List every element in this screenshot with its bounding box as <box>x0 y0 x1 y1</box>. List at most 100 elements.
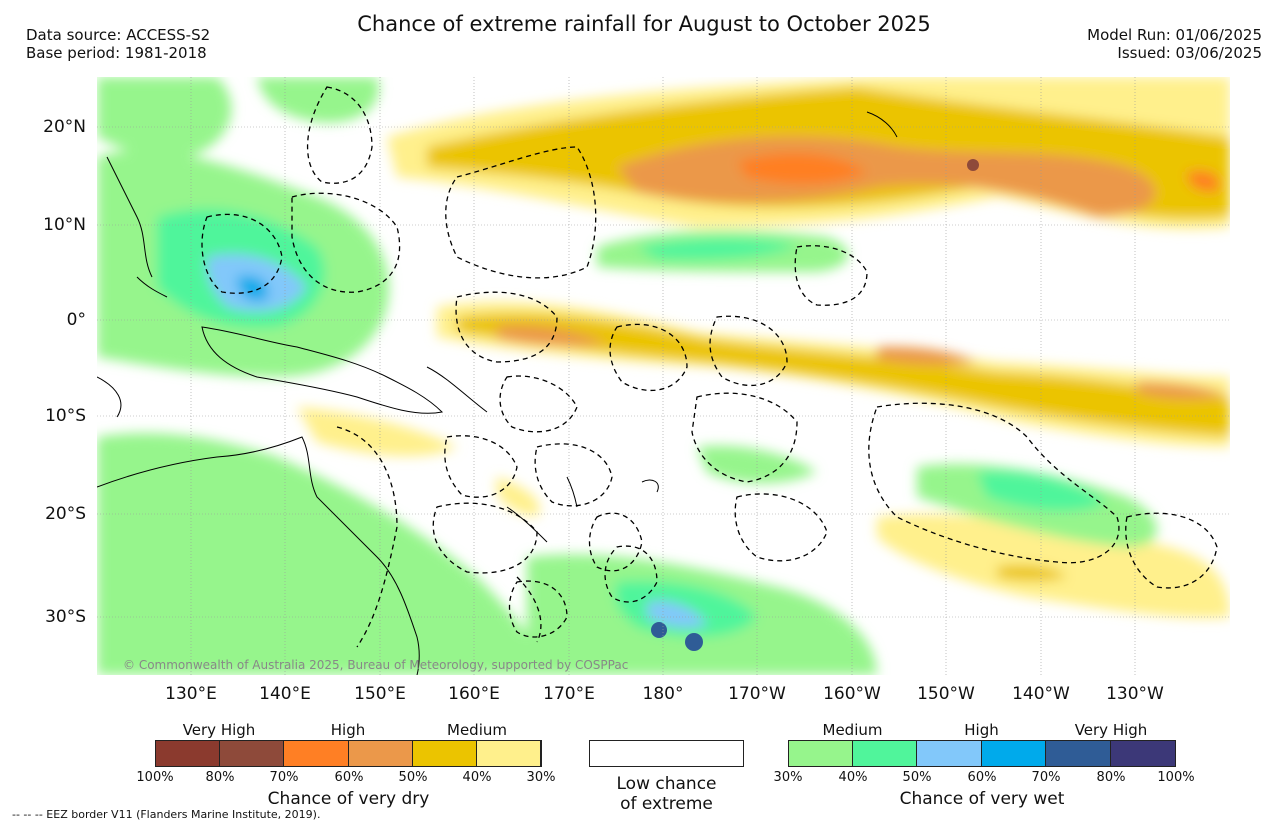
eez-tuvalu <box>499 375 578 433</box>
map-canvas <box>97 77 1230 675</box>
wet-tick-50: 50% <box>902 770 932 785</box>
eez-fiji <box>534 443 613 507</box>
dry-swatch-40-30 <box>477 740 541 767</box>
lon-label-150w: 150°W <box>917 684 975 704</box>
lon-label-130w: 130°W <box>1106 684 1164 704</box>
wet-tick-80: 80% <box>1096 770 1126 785</box>
wet-category-high: High <box>964 721 999 739</box>
lat-label-30s: 30°S <box>45 607 86 627</box>
wet-spot-veryhigh-2 <box>685 633 703 651</box>
dry-region-south-central <box>297 407 540 517</box>
lat-label-20s: 20°S <box>45 504 86 524</box>
eez-kiribati-phoenix <box>609 323 688 392</box>
wet-category-very-high: Very High <box>1074 721 1148 739</box>
lon-label-170e: 170°E <box>543 684 595 704</box>
wet-swatch-70-80 <box>1046 740 1111 767</box>
eez-french-polynesia <box>868 402 1120 564</box>
eez-norfolk <box>508 580 568 638</box>
wet-tick-70: 70% <box>1031 770 1061 785</box>
dry-tick-60: 60% <box>334 770 364 785</box>
lon-label-180: 180° <box>642 684 684 704</box>
wet-region-south-pacific-high <box>647 600 707 629</box>
dry-tick-30: 30% <box>526 770 556 785</box>
model-run-text: Model Run: 01/06/2025 <box>1087 26 1262 44</box>
dry-category-very-high: Very High <box>182 721 256 739</box>
lon-label-160w: 160°W <box>823 684 881 704</box>
dry-region-equatorial-high <box>497 325 1227 399</box>
dry-tick-50: 50% <box>398 770 428 785</box>
coast-vanuatu <box>566 476 578 508</box>
eez-aus-coral-sea <box>516 576 542 643</box>
wet-scale-caption: Chance of very wet <box>899 789 1065 809</box>
wet-tick-40: 40% <box>838 770 868 785</box>
low-chance-caption: Low chance of extreme <box>589 774 744 814</box>
coastlines <box>97 111 898 675</box>
eez-samoa-cook <box>691 392 798 483</box>
rainfall-map <box>97 77 1230 675</box>
lat-label-20n: 20°N <box>43 117 86 137</box>
coast-new-guinea <box>201 326 444 414</box>
lat-label-10n: 10°N <box>43 215 86 235</box>
low-chance-swatch <box>589 740 744 767</box>
eez-borders <box>201 86 1218 648</box>
eez-palau-fsm <box>291 192 401 293</box>
base-period-text: Base period: 1981-2018 <box>26 44 207 62</box>
wet-scale-frame <box>788 740 1176 767</box>
coast-borneo <box>97 376 122 418</box>
lon-label-160e: 160°E <box>448 684 500 704</box>
coast-fiji <box>641 479 659 493</box>
wet-region-north-west <box>97 77 379 158</box>
coast-hawaii <box>866 111 898 138</box>
eez-border-note: -- -- -- EEZ border V11 (Flanders Marine… <box>12 808 321 821</box>
run-info: Model Run: 01/06/2025 Issued: 03/06/2025 <box>1087 26 1262 62</box>
dry-tick-80: 80% <box>205 770 235 785</box>
wet-swatch-30-40 <box>788 740 853 767</box>
eez-micronesia-west <box>201 213 283 294</box>
dry-scale-caption: Chance of very dry <box>267 789 430 809</box>
dry-swatch-100-80 <box>155 740 220 767</box>
data-source-text: Data source: ACCESS-S2 <box>26 26 211 44</box>
wet-region-australia-core <box>177 494 335 637</box>
coast-solomons <box>426 366 488 413</box>
lon-label-130e: 130°E <box>165 684 217 704</box>
eez-vanuatu <box>444 435 518 498</box>
wet-tick-100: 100% <box>1157 770 1195 785</box>
copyright-text: © Commonwealth of Australia 2025, Bureau… <box>123 658 629 672</box>
dry-swatch-80-70 <box>220 740 284 767</box>
dry-swatch-50-40 <box>413 740 477 767</box>
eez-kiribati-line <box>709 315 788 387</box>
dry-region-north-veryhigh <box>737 153 1220 192</box>
eez-kermadec <box>604 545 658 603</box>
dry-region-north-high <box>617 136 1156 217</box>
lon-label-170w: 170°W <box>728 684 786 704</box>
dry-spot-veryhigh <box>967 159 979 171</box>
eez-australia-east <box>336 426 398 648</box>
coast-australia-north <box>97 436 420 675</box>
lon-label-150e: 150°E <box>354 684 406 704</box>
issued-text: Issued: 03/06/2025 <box>1117 44 1262 62</box>
dry-tick-40: 40% <box>462 770 492 785</box>
lon-label-140w: 140°W <box>1012 684 1070 704</box>
dry-category-high: High <box>330 721 366 739</box>
lat-label-0: 0° <box>66 310 86 330</box>
eez-kiribati-gilbert <box>455 291 558 363</box>
wet-swatch-40-50 <box>853 740 917 767</box>
graticule <box>97 77 1230 675</box>
wet-tick-60: 60% <box>967 770 997 785</box>
wet-region-warm-pool-veryhigh <box>237 275 268 301</box>
wet-tick-30: 30% <box>773 770 803 785</box>
lon-label-140e: 140°E <box>259 684 311 704</box>
eez-tonga <box>588 512 643 572</box>
source-info: Data source: ACCESS-S2 Base period: 1981… <box>26 26 210 62</box>
dry-swatch-70-60 <box>284 740 349 767</box>
coast-philippines <box>106 156 168 298</box>
eez-new-caledonia <box>432 502 538 574</box>
eez-cook-south <box>734 493 828 562</box>
wet-swatch-80-100 <box>1111 740 1176 767</box>
dry-region-equatorial-core <box>457 312 1230 437</box>
dry-region-south-east <box>877 514 1230 618</box>
lat-label-10s: 10°S <box>45 406 86 426</box>
dry-tick-70: 70% <box>269 770 299 785</box>
wet-spot-veryhigh-1 <box>651 622 667 638</box>
dry-tick-100: 100% <box>136 770 174 785</box>
